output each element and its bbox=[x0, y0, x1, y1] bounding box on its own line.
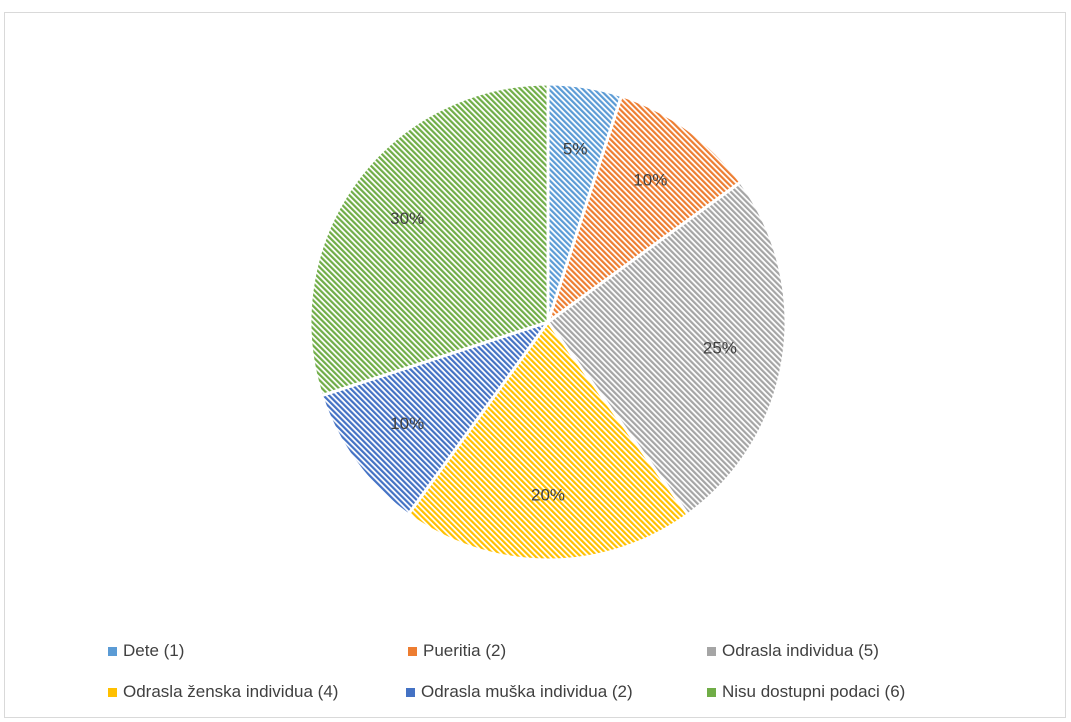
legend-label: Odrasla individua (5) bbox=[722, 641, 879, 660]
legend-swatch bbox=[108, 646, 117, 656]
legend-item-nisu-dostupni-podaci: Nisu dostupni podaci (6) bbox=[707, 682, 905, 702]
legend-item-dete: Dete (1) bbox=[108, 641, 184, 661]
pie-slice-odrasla-muska-individua bbox=[320, 320, 550, 517]
pie-data-labels: 5% 10% 25% 20% 10% 30% bbox=[390, 140, 737, 505]
pie-slice-odrasla-individua bbox=[546, 180, 788, 517]
data-label-pueritia: 10% bbox=[633, 171, 667, 190]
data-label-dete: 5% bbox=[563, 140, 588, 159]
data-label-odrasla-zenska-individua: 20% bbox=[531, 485, 565, 504]
legend-swatch bbox=[408, 646, 417, 656]
data-label-odrasla-muska-individua: 10% bbox=[390, 414, 424, 433]
legend-swatch bbox=[707, 646, 716, 656]
legend-label: Nisu dostupni podaci (6) bbox=[722, 682, 906, 701]
data-label-nisu-dostupni-podaci: 30% bbox=[390, 209, 424, 228]
legend-label: Pueritia (2) bbox=[423, 641, 507, 660]
legend-item-pueritia: Pueritia (2) bbox=[408, 641, 506, 661]
data-label-odrasla-individua: 25% bbox=[703, 339, 737, 358]
legend-label: Dete (1) bbox=[123, 641, 185, 660]
legend-item-odrasla-muska-individua: Odrasla muška individua (2) bbox=[406, 682, 633, 702]
pie-slice-nisu-dostupni-podaci bbox=[308, 82, 550, 398]
legend-item-odrasla-individua: Odrasla individua (5) bbox=[707, 641, 879, 661]
legend-swatch bbox=[707, 687, 716, 697]
pie-slice-odrasla-zenska-individua bbox=[406, 320, 690, 562]
legend-label: Odrasla ženska individua (4) bbox=[123, 682, 339, 701]
legend-swatch bbox=[406, 687, 415, 697]
legend-swatch bbox=[108, 687, 117, 697]
legend-item-odrasla-zenska-individua: Odrasla ženska individua (4) bbox=[108, 682, 338, 702]
pie-slice-pueritia bbox=[546, 94, 743, 324]
pie-slices bbox=[308, 82, 788, 562]
legend-label: Odrasla muška individua (2) bbox=[421, 682, 633, 701]
